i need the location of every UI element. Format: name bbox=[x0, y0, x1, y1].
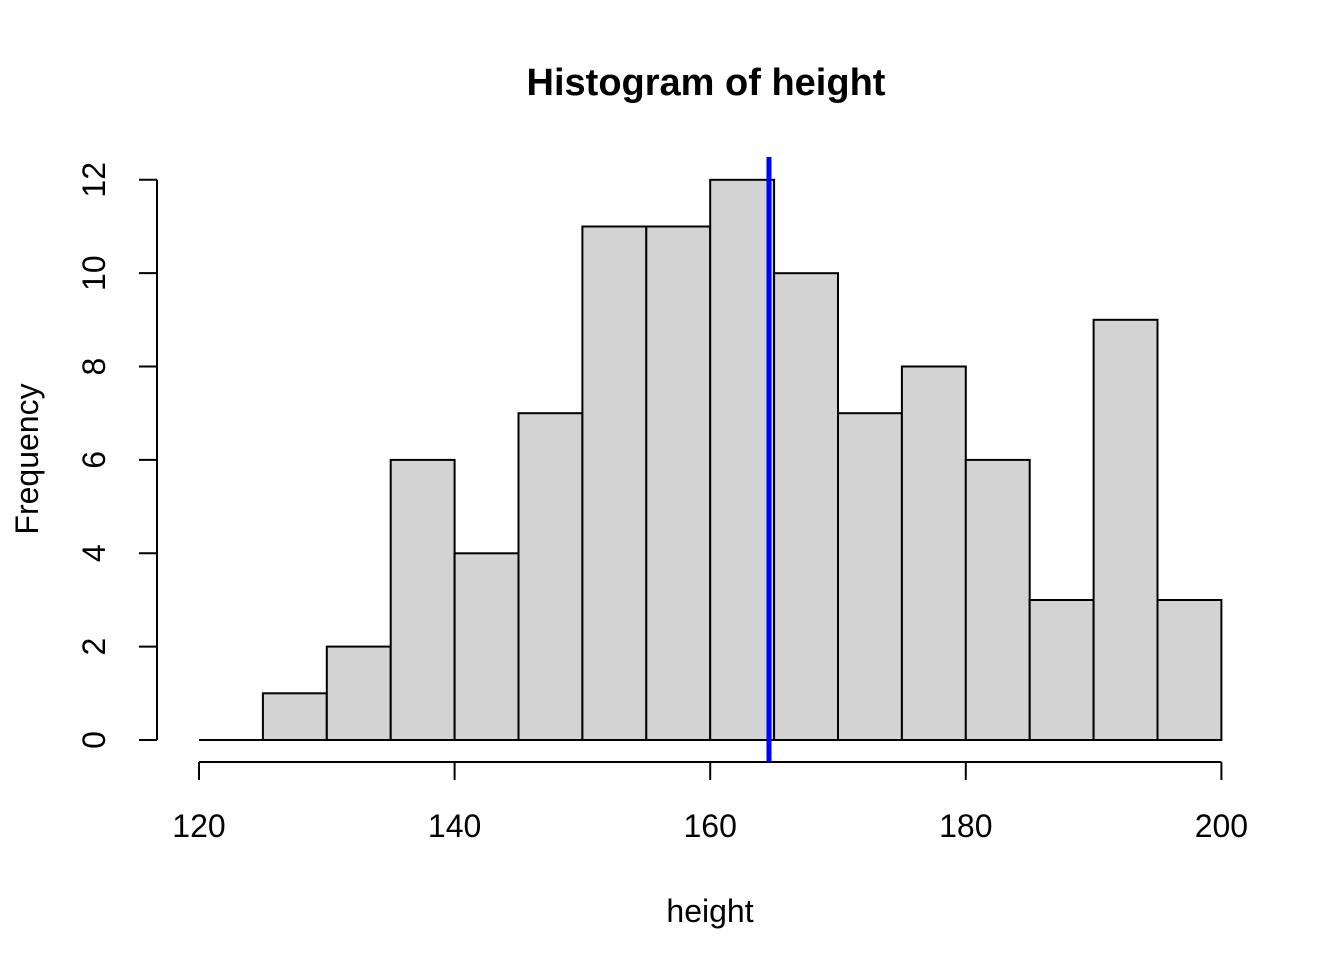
histogram-bar bbox=[964, 458, 1031, 741]
y-axis-title: Frequency bbox=[9, 383, 45, 534]
histogram-bar bbox=[1156, 599, 1223, 741]
histogram-bar bbox=[517, 412, 584, 741]
histogram-bar bbox=[1028, 599, 1095, 741]
x-tick-label: 120 bbox=[172, 808, 225, 844]
histogram-bar bbox=[389, 458, 456, 741]
plot-area: 0 2 4 6 8 10 12 120 140 160 180 200 bbox=[76, 157, 1248, 844]
histogram-bar bbox=[645, 225, 712, 741]
histogram-bar bbox=[581, 225, 648, 741]
histogram-bar bbox=[453, 552, 520, 741]
x-axis-title: height bbox=[666, 893, 753, 929]
y-tick-label: 4 bbox=[76, 544, 112, 562]
y-tick-label: 8 bbox=[76, 358, 112, 376]
y-tick-label: 2 bbox=[76, 638, 112, 656]
x-tick-label: 200 bbox=[1195, 808, 1248, 844]
y-tick-label: 0 bbox=[76, 731, 112, 749]
histogram-bar bbox=[1092, 318, 1159, 741]
x-tick-label: 160 bbox=[684, 808, 737, 844]
y-tick-label: 12 bbox=[76, 162, 112, 198]
histogram-bar bbox=[709, 178, 776, 742]
x-tick-label: 140 bbox=[428, 808, 481, 844]
y-tick-label: 10 bbox=[76, 255, 112, 291]
histogram-bar bbox=[325, 645, 392, 741]
x-tick-label: 180 bbox=[939, 808, 992, 844]
histogram-bar bbox=[900, 365, 967, 741]
histogram-bar bbox=[261, 692, 328, 741]
y-tick-label: 6 bbox=[76, 451, 112, 469]
histogram-bar bbox=[773, 272, 839, 741]
chart-title: Histogram of height bbox=[527, 62, 886, 104]
histogram-bar bbox=[837, 412, 903, 741]
